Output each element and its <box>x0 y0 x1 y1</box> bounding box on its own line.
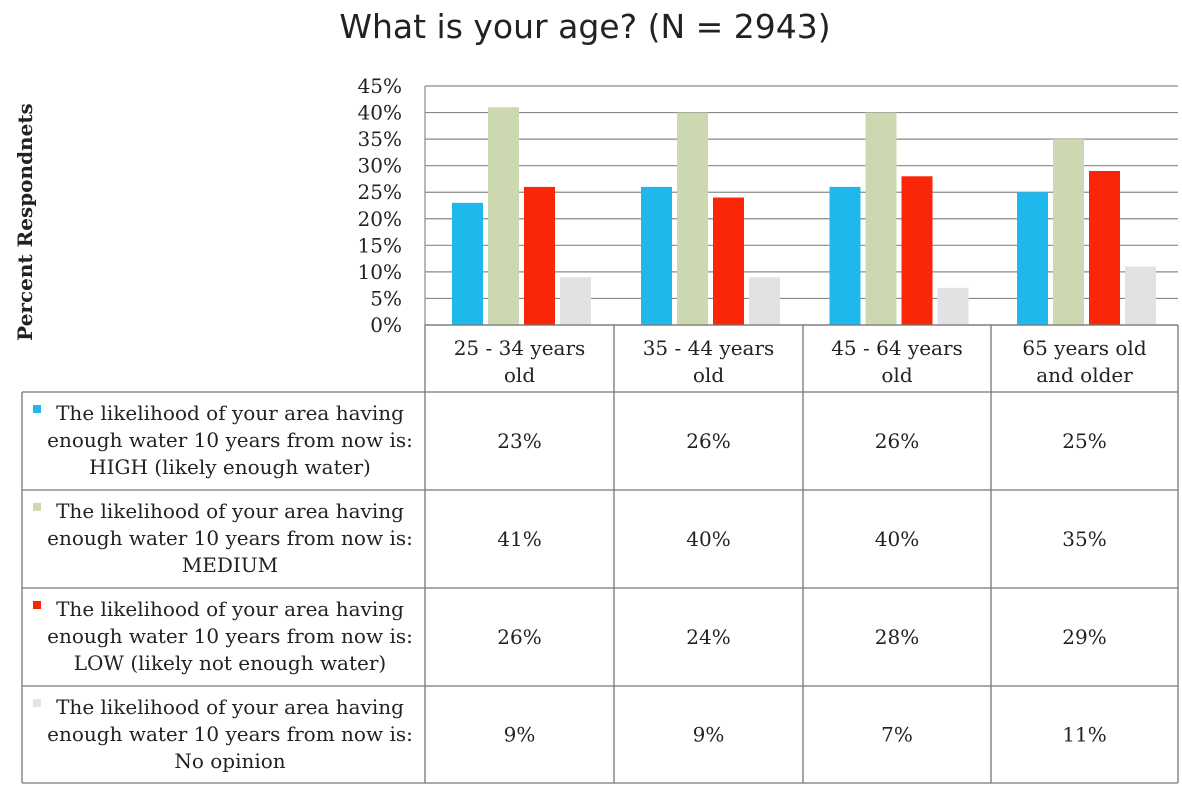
y-tick-label: 45% <box>358 74 402 98</box>
category-label: old <box>881 363 912 387</box>
chart-title: What is your age? (N = 2943) <box>339 7 830 46</box>
legend-key <box>33 699 41 707</box>
legend-label: enough water 10 years from now is: <box>47 624 413 648</box>
y-tick-label: 0% <box>370 313 402 337</box>
legend-key <box>33 405 41 413</box>
legend-label: LOW (likely not enough water) <box>74 651 386 675</box>
bar <box>560 277 591 325</box>
y-tick-label: 30% <box>358 154 402 178</box>
y-tick-label: 35% <box>358 127 402 151</box>
y-tick-label: 20% <box>358 207 402 231</box>
y-tick-label: 10% <box>358 260 402 284</box>
bar <box>524 186 555 325</box>
bar <box>937 287 969 325</box>
legend-label: The likelihood of your area having <box>56 401 404 425</box>
bar <box>1017 192 1048 325</box>
data-label: 29% <box>1062 625 1106 649</box>
data-label: 24% <box>686 625 730 649</box>
data-label: 26% <box>497 625 541 649</box>
bar <box>829 186 861 325</box>
data-label: 40% <box>875 527 919 551</box>
legend-label: MEDIUM <box>182 553 278 577</box>
legend-label: enough water 10 years from now is: <box>47 428 413 452</box>
legend-label: The likelihood of your area having <box>56 597 404 621</box>
data-label: 25% <box>1062 429 1106 453</box>
bar <box>1089 170 1120 325</box>
category-label: 35 - 44 years <box>643 336 775 360</box>
y-axis-label: Percent Respondnets <box>13 103 37 341</box>
bar <box>452 202 483 325</box>
bar <box>1053 139 1084 325</box>
bar <box>901 176 933 325</box>
bar <box>865 112 897 325</box>
data-label: 23% <box>497 429 541 453</box>
legend-label: HIGH (likely enough water) <box>89 455 371 479</box>
legend-label: The likelihood of your area having <box>56 499 404 523</box>
bar <box>713 197 744 325</box>
data-label: 26% <box>686 429 730 453</box>
legend-label: enough water 10 years from now is: <box>47 722 413 746</box>
legend-label: No opinion <box>174 749 285 773</box>
data-label: 35% <box>1062 527 1106 551</box>
data-label: 28% <box>875 625 919 649</box>
category-label: 25 - 34 years <box>454 336 586 360</box>
bar <box>641 186 672 325</box>
data-label: 7% <box>881 723 913 747</box>
y-axis-ticks: 45% 40%35% 30%25% 20%15% 10%5% 0% <box>358 74 402 337</box>
bars <box>452 107 1156 325</box>
category-label: 45 - 64 years <box>831 336 963 360</box>
bar <box>1125 266 1156 325</box>
y-tick-label: 15% <box>358 233 402 257</box>
legend-label: enough water 10 years from now is: <box>47 526 413 550</box>
bar <box>677 112 708 325</box>
legend-label: The likelihood of your area having <box>56 695 404 719</box>
data-label: 41% <box>497 527 541 551</box>
legend-key <box>33 601 41 609</box>
category-label: old <box>693 363 724 387</box>
data-label: 11% <box>1062 723 1106 747</box>
data-label: 9% <box>693 723 725 747</box>
data-label: 40% <box>686 527 730 551</box>
bar <box>749 277 780 325</box>
y-tick-label: 5% <box>370 286 402 310</box>
data-label: 9% <box>504 723 536 747</box>
category-label: 65 years old <box>1022 336 1146 360</box>
data-label: 26% <box>875 429 919 453</box>
category-label: and older <box>1036 363 1133 387</box>
category-label: old <box>504 363 535 387</box>
bar <box>488 107 519 325</box>
data-table: 25 - 34 years old 35 - 44 years old 45 - 64 … <box>21 324 1179 784</box>
y-tick-label: 25% <box>358 180 402 204</box>
legend-key <box>33 503 41 511</box>
y-tick-label: 40% <box>358 101 402 125</box>
